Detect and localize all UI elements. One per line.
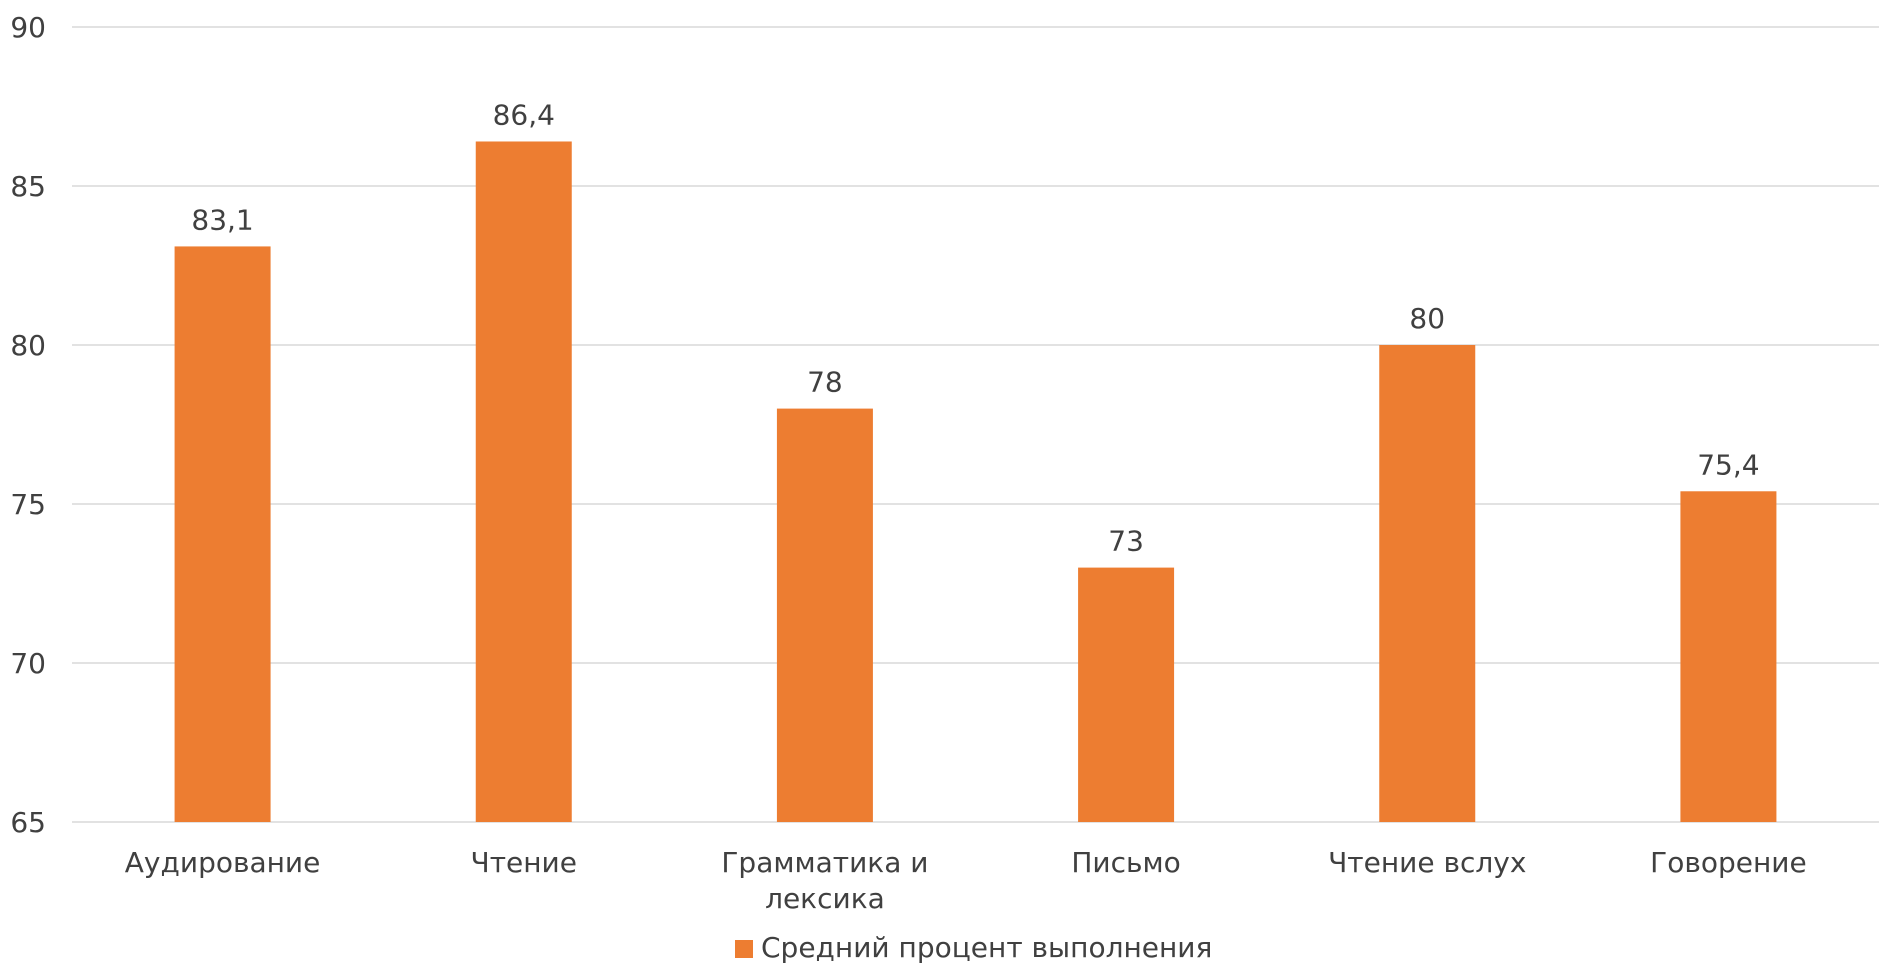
- bar[interactable]: [1379, 345, 1476, 822]
- x-category-label: Письмо: [1071, 846, 1180, 879]
- data-label: 86,4: [493, 98, 555, 131]
- data-label: 75,4: [1697, 448, 1759, 481]
- x-category-label: Чтение: [471, 846, 577, 879]
- legend[interactable]: Средний процент выполнения: [735, 931, 1212, 964]
- bar[interactable]: [1680, 491, 1777, 822]
- data-labels: 83,1 86,4 78 73 80 75,4: [191, 98, 1759, 557]
- y-tick-label: 85: [10, 170, 46, 203]
- bar[interactable]: [174, 246, 271, 823]
- bar[interactable]: [475, 141, 572, 823]
- x-category-label: Аудирование: [125, 846, 321, 879]
- data-label: 78: [807, 366, 843, 399]
- gridlines: [72, 26, 1879, 823]
- x-axis-categories: Аудирование Чтение Грамматика и лексика Пись…: [125, 846, 1807, 915]
- y-tick-label: 80: [10, 329, 46, 362]
- legend-label: Средний процент выполнения: [761, 931, 1212, 964]
- legend-swatch: [735, 940, 753, 958]
- y-tick-label: 75: [10, 488, 46, 521]
- y-tick-label: 65: [10, 806, 46, 839]
- x-category-label: Грамматика и лексика: [721, 846, 928, 915]
- x-category-label: Говорение: [1650, 846, 1807, 879]
- data-label: 83,1: [191, 203, 253, 236]
- y-tick-label: 90: [10, 11, 46, 44]
- data-label: 73: [1108, 525, 1144, 558]
- bar[interactable]: [776, 408, 873, 822]
- bar[interactable]: [1078, 567, 1175, 822]
- data-label: 80: [1409, 302, 1445, 335]
- bars: [174, 141, 1777, 823]
- x-category-label: Чтение вслух: [1328, 846, 1526, 879]
- y-axis-ticks: 65 70 75 80 85 90: [10, 11, 46, 839]
- y-tick-label: 70: [10, 647, 46, 680]
